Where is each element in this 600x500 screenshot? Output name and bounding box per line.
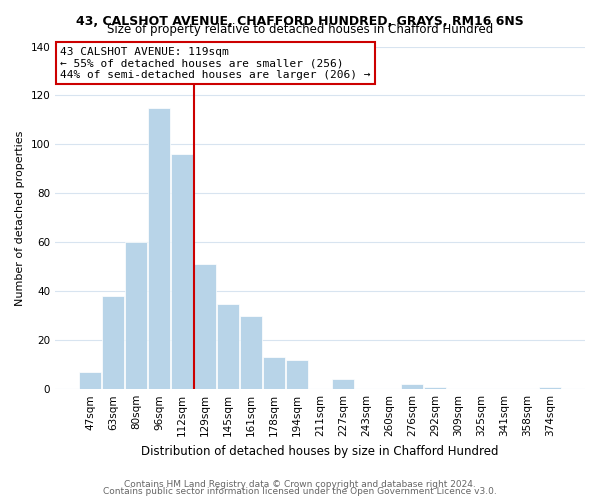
Text: 43, CALSHOT AVENUE, CHAFFORD HUNDRED, GRAYS, RM16 6NS: 43, CALSHOT AVENUE, CHAFFORD HUNDRED, GR… — [76, 15, 524, 28]
Text: 43 CALSHOT AVENUE: 119sqm
← 55% of detached houses are smaller (256)
44% of semi: 43 CALSHOT AVENUE: 119sqm ← 55% of detac… — [61, 46, 371, 80]
Bar — [286, 360, 308, 389]
Text: Contains HM Land Registry data © Crown copyright and database right 2024.: Contains HM Land Registry data © Crown c… — [124, 480, 476, 489]
Bar — [424, 386, 446, 389]
Bar — [263, 358, 285, 389]
Bar — [79, 372, 101, 389]
Bar — [401, 384, 423, 389]
X-axis label: Distribution of detached houses by size in Chafford Hundred: Distribution of detached houses by size … — [142, 444, 499, 458]
Bar — [125, 242, 147, 389]
Bar — [102, 296, 124, 389]
Text: Size of property relative to detached houses in Chafford Hundred: Size of property relative to detached ho… — [107, 22, 493, 36]
Bar — [148, 108, 170, 389]
Bar — [539, 386, 561, 389]
Bar — [332, 380, 354, 389]
Bar — [217, 304, 239, 389]
Y-axis label: Number of detached properties: Number of detached properties — [15, 130, 25, 306]
Bar — [194, 264, 216, 389]
Text: Contains public sector information licensed under the Open Government Licence v3: Contains public sector information licen… — [103, 487, 497, 496]
Bar — [171, 154, 193, 389]
Bar — [240, 316, 262, 389]
